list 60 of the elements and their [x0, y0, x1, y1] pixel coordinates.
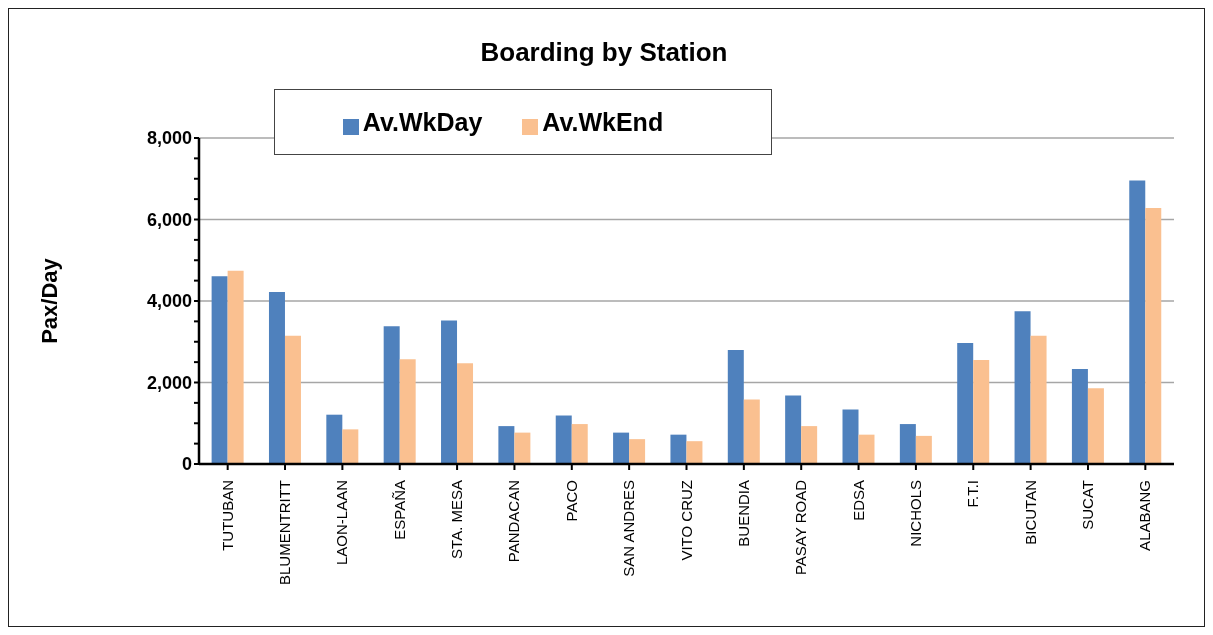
x-tick-label: SUCAT [1078, 480, 1096, 530]
x-tick-label: TUTUBAN [218, 480, 236, 551]
bar [1030, 335, 1047, 464]
bar [743, 399, 760, 464]
x-tick-label: ALABANG [1136, 480, 1154, 551]
x-tick-label: LAON-LAAN [333, 480, 351, 566]
bar [973, 360, 990, 464]
x-tick-label: BLUMENTRITT [276, 480, 294, 585]
bar [1087, 388, 1104, 464]
x-tick-label: SAN ANDRES [620, 480, 638, 577]
bar [1014, 311, 1031, 464]
bar [842, 409, 859, 464]
bar [899, 424, 916, 464]
x-tick-label: BUENDIA [734, 480, 752, 547]
chart-title: Boarding by Station [479, 37, 729, 68]
bar [1145, 208, 1162, 464]
bar [498, 426, 515, 464]
bar [326, 414, 343, 464]
bar [613, 432, 630, 464]
legend-label: Av.WkDay [362, 107, 483, 136]
y-tick-label: 0 [181, 454, 192, 475]
y-tick-label: 8,000 [146, 128, 192, 149]
x-tick-label: PACO [562, 480, 580, 522]
bar [342, 429, 359, 464]
y-tick-label: 2,000 [146, 372, 192, 393]
x-tick-label: NICHOLS [906, 480, 924, 547]
bar [785, 395, 802, 464]
bar [211, 276, 228, 464]
bar [227, 270, 244, 464]
bar [555, 415, 572, 464]
bar [284, 335, 301, 464]
bar [629, 439, 646, 464]
bar [801, 426, 818, 464]
y-tick-label: 6,000 [146, 209, 192, 230]
x-tick-label: EDSA [849, 480, 867, 521]
x-tick-label: STA. MESA [448, 480, 466, 559]
bar [571, 424, 588, 464]
bar [858, 434, 875, 464]
x-tick-label: VITO CRUZ [677, 480, 695, 561]
bar [957, 342, 974, 464]
x-tick-label: PANDACAN [505, 480, 523, 563]
bar [441, 320, 458, 464]
bar [686, 441, 703, 464]
bar [915, 435, 932, 464]
x-tick-label: PASAY ROAD [792, 479, 810, 576]
bar [399, 359, 416, 464]
x-tick-label: F.T.I [964, 480, 982, 508]
bar [457, 363, 474, 464]
bar [727, 349, 744, 464]
bar [670, 434, 687, 464]
bar [514, 432, 531, 464]
bar [383, 326, 400, 464]
legend-label: Av.WkEnd [542, 107, 664, 136]
y-tick-label: 4,000 [146, 291, 192, 312]
bar [1071, 369, 1088, 464]
bar [1129, 180, 1146, 464]
bar [268, 292, 285, 464]
x-tick-label: ESPAÑA [390, 480, 408, 540]
y-axis-title: Pax/Day [36, 257, 62, 344]
x-tick-label: BICUTAN [1021, 480, 1039, 545]
